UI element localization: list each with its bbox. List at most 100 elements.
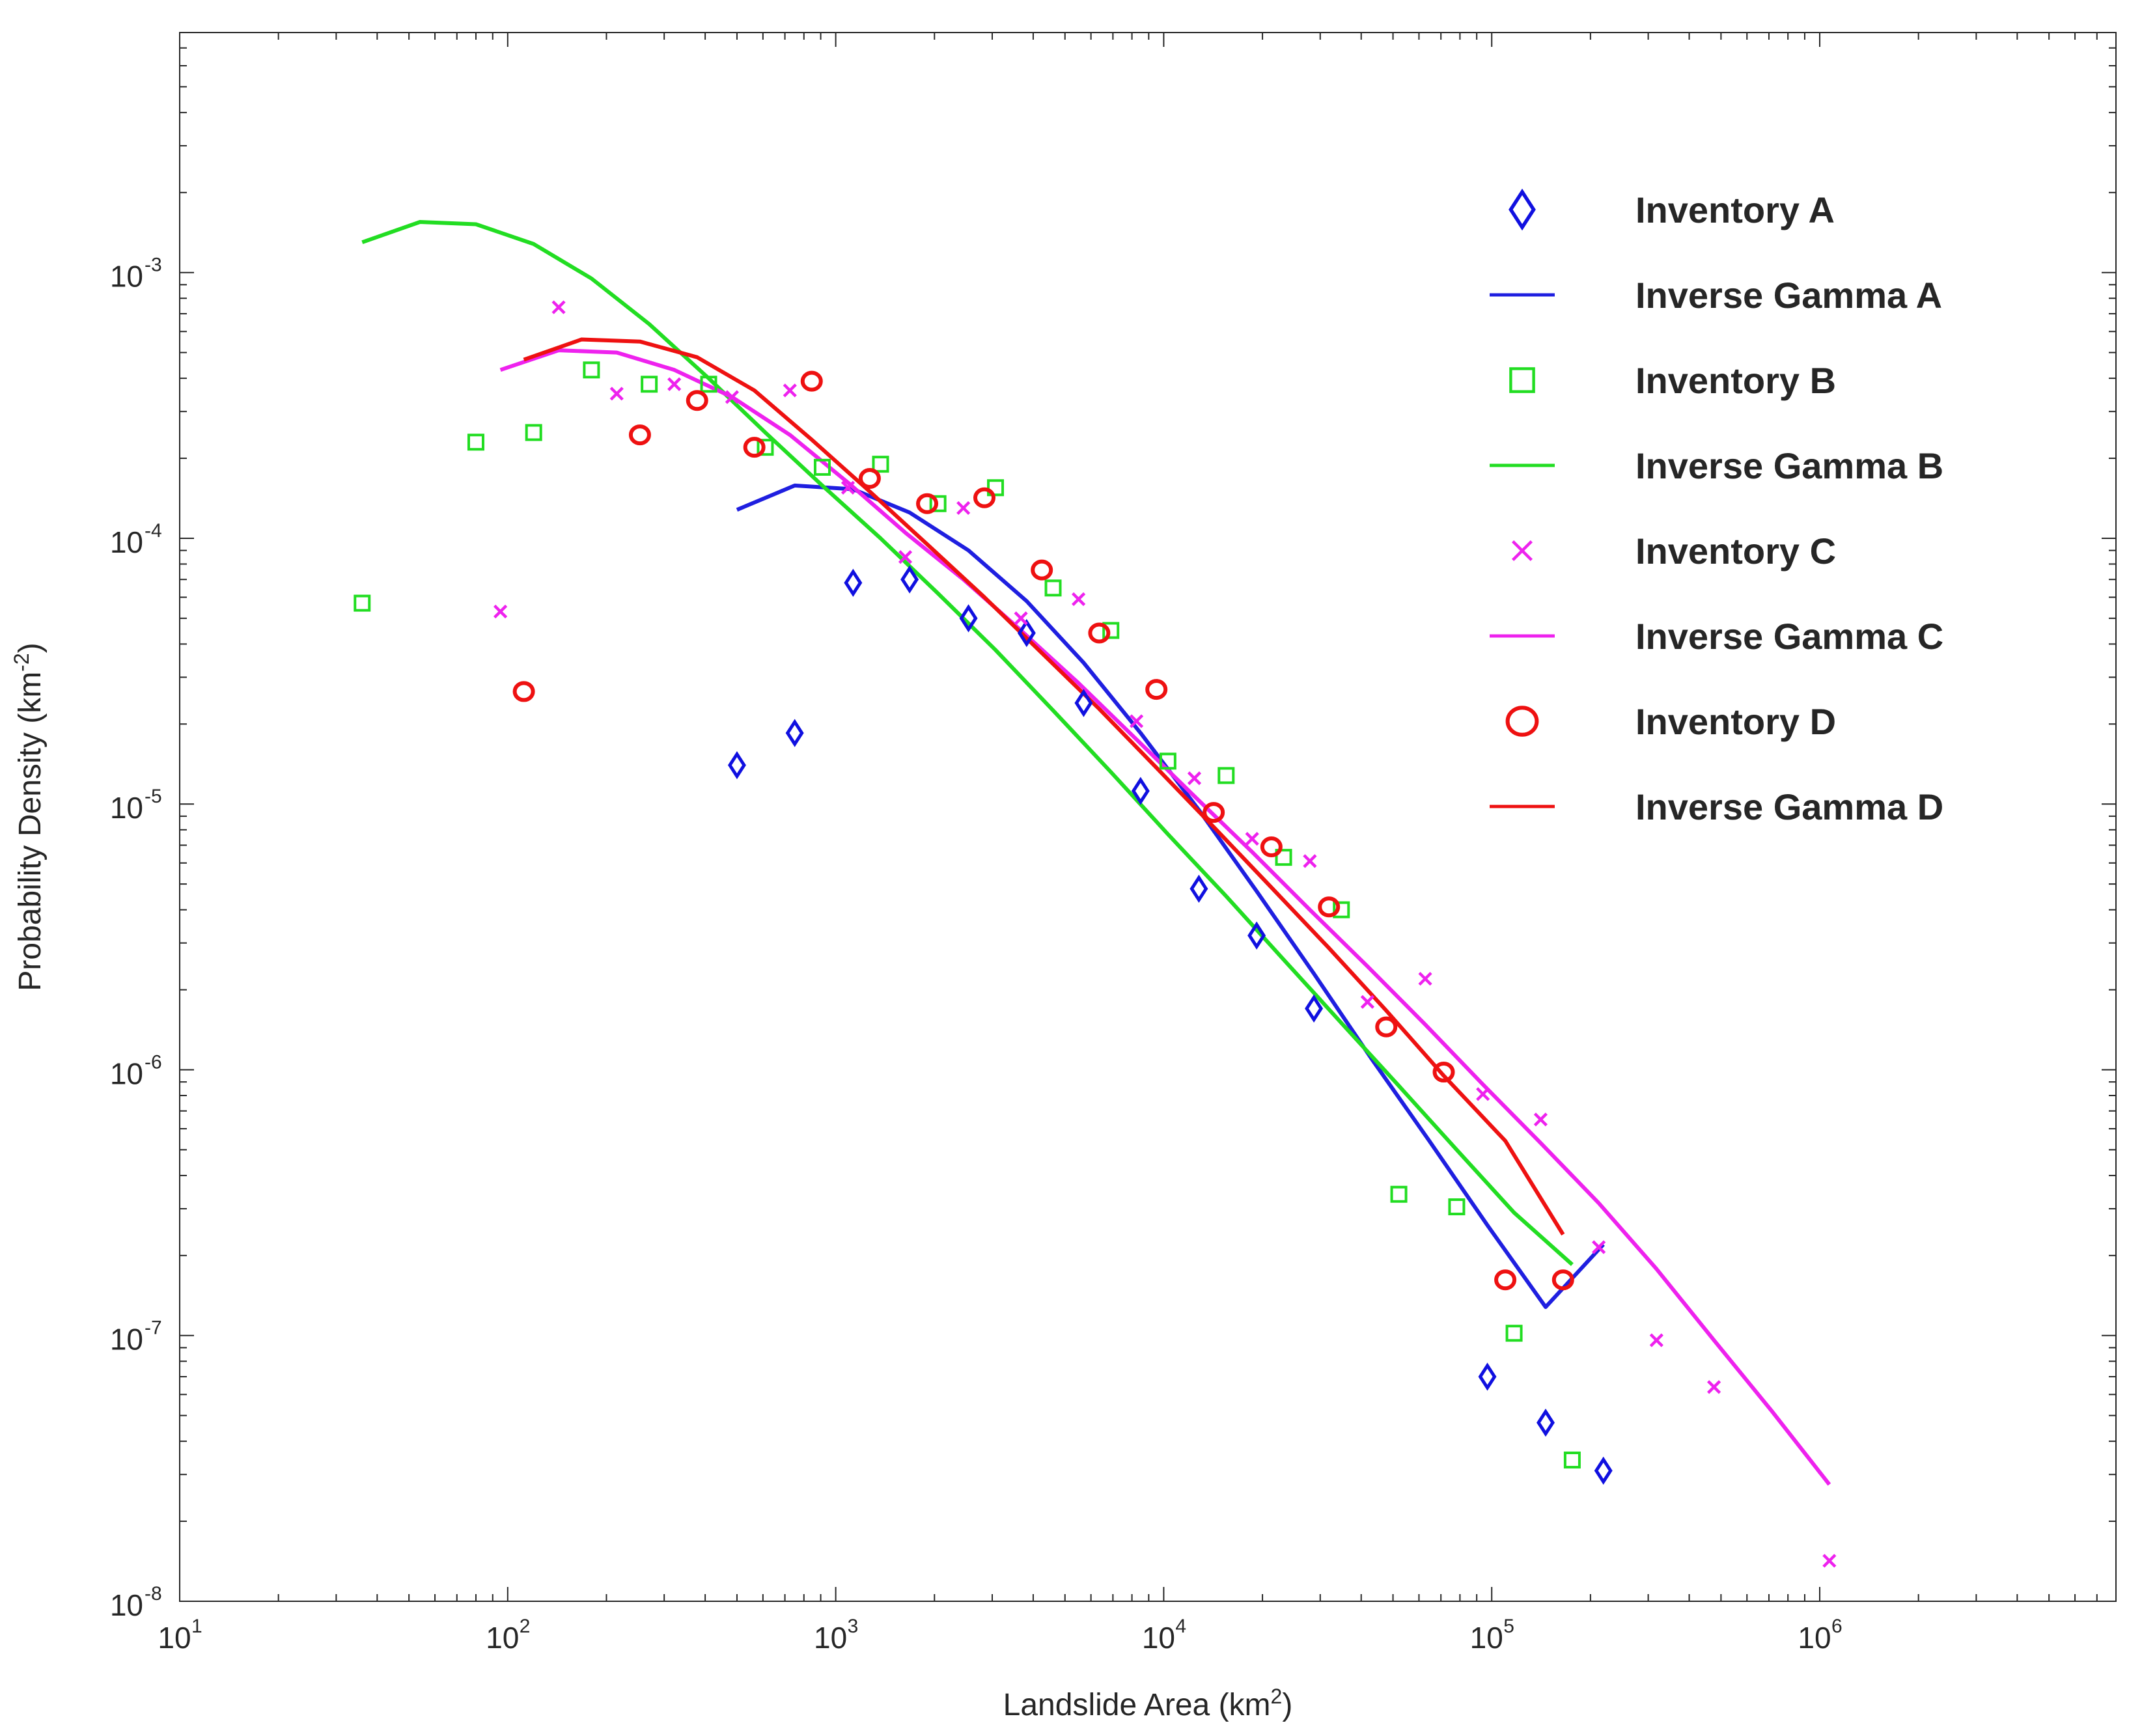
point-inventory-c bbox=[609, 387, 624, 401]
y-axis-title: Probability Density (km-2) bbox=[10, 642, 48, 991]
point-inventory-b bbox=[700, 376, 717, 393]
point-inventory-d bbox=[858, 467, 881, 489]
x-tick-exponent: 6 bbox=[1831, 1616, 1843, 1637]
x-marker-stroke bbox=[1649, 1333, 1663, 1347]
legend-entry-inverse-gamma-a: Inverse Gamma A bbox=[1490, 275, 1942, 316]
point-inventory-d bbox=[1432, 1062, 1455, 1083]
legend-swatch-marker bbox=[1505, 706, 1539, 737]
x-marker-stroke bbox=[1822, 1554, 1837, 1568]
x-marker-stroke bbox=[1707, 1380, 1721, 1394]
x-marker-stroke bbox=[725, 390, 739, 404]
x-marker-stroke bbox=[898, 550, 913, 564]
point-inventory-b bbox=[1333, 901, 1350, 918]
point-inventory-a bbox=[785, 719, 804, 747]
y-tick-label: 10 -7 bbox=[110, 1317, 162, 1357]
x-marker-stroke bbox=[1512, 540, 1533, 561]
point-inventory-d bbox=[628, 424, 651, 446]
y-tick-exponent: -3 bbox=[145, 255, 162, 276]
point-inventory-d bbox=[973, 487, 995, 508]
point-inventory-c bbox=[1418, 972, 1432, 986]
point-inventory-b bbox=[813, 458, 831, 476]
point-inventory-c bbox=[1072, 592, 1086, 607]
point-inventory-d bbox=[1203, 802, 1225, 823]
y-tick-label: 10 -4 bbox=[110, 520, 162, 559]
x-marker-stroke bbox=[1187, 771, 1202, 786]
point-inventory-b bbox=[1505, 1325, 1523, 1342]
point-inventory-c bbox=[1476, 1087, 1490, 1101]
x-tick-label: 10 3 bbox=[814, 1616, 858, 1655]
point-inventory-c bbox=[1592, 1240, 1606, 1254]
point-inventory-c bbox=[1649, 1333, 1663, 1347]
x-marker-stroke bbox=[1072, 592, 1086, 607]
legend-entry-inverse-gamma-d: Inverse Gamma D bbox=[1490, 786, 1943, 827]
point-inventory-b bbox=[872, 456, 889, 473]
point-inventory-c bbox=[1245, 832, 1259, 846]
legend-entry-inverse-gamma-c: Inverse Gamma C bbox=[1490, 616, 1943, 657]
x-marker-stroke bbox=[1533, 1112, 1548, 1127]
x-marker-stroke bbox=[1303, 854, 1317, 868]
point-inventory-a bbox=[1247, 921, 1266, 950]
series-inventory-b bbox=[354, 361, 1581, 1469]
legend-swatch-marker bbox=[1509, 188, 1536, 231]
point-inventory-b bbox=[1448, 1198, 1466, 1216]
x-tick-label: 10 5 bbox=[1470, 1616, 1514, 1655]
point-inventory-c bbox=[725, 390, 739, 404]
x-marker-stroke bbox=[551, 300, 566, 314]
point-inventory-d bbox=[512, 681, 535, 702]
point-inventory-d bbox=[743, 437, 766, 458]
x-marker-stroke bbox=[783, 383, 797, 398]
point-inventory-b bbox=[1044, 579, 1062, 597]
legend-entry-inventory-b: Inventory B bbox=[1509, 360, 1836, 401]
point-inventory-b bbox=[987, 479, 1005, 497]
point-inventory-b bbox=[1217, 767, 1235, 784]
point-inventory-c bbox=[1822, 1554, 1837, 1568]
legend-entry-inventory-c: Inventory C bbox=[1512, 530, 1836, 572]
x-marker-stroke bbox=[1360, 995, 1374, 1009]
point-inventory-a bbox=[1189, 874, 1208, 903]
y-tick-label: 10 -8 bbox=[110, 1583, 162, 1622]
point-inventory-a bbox=[959, 604, 978, 633]
point-inventory-d bbox=[1088, 622, 1111, 644]
x-marker-stroke bbox=[493, 604, 508, 619]
point-inventory-a bbox=[1305, 994, 1324, 1023]
point-inventory-d bbox=[1145, 679, 1168, 700]
y-tick-exponent: -6 bbox=[145, 1051, 162, 1073]
point-inventory-d bbox=[1260, 836, 1283, 858]
x-tick-base: 10 bbox=[1798, 1621, 1831, 1655]
legend-swatch-marker bbox=[1512, 540, 1533, 561]
x-marker-stroke bbox=[609, 387, 624, 401]
x-tick-exponent: 3 bbox=[848, 1616, 859, 1637]
point-inventory-c bbox=[898, 550, 913, 564]
x-marker-stroke bbox=[1014, 611, 1028, 626]
x-marker-stroke bbox=[1592, 1240, 1606, 1254]
x-tick-base: 10 bbox=[1470, 1621, 1503, 1655]
point-inventory-a bbox=[900, 565, 919, 594]
legend-label: Inverse Gamma C bbox=[1635, 616, 1943, 657]
point-inventory-b bbox=[757, 439, 774, 456]
y-tick-base: 10 bbox=[110, 1323, 143, 1357]
x-tick-label: 10 2 bbox=[486, 1616, 530, 1655]
point-inventory-c bbox=[1360, 995, 1374, 1009]
point-inventory-b bbox=[525, 424, 542, 441]
point-inventory-d bbox=[1551, 1269, 1574, 1291]
y-tick-exponent: -8 bbox=[145, 1583, 162, 1605]
point-inventory-b bbox=[354, 594, 371, 612]
point-inventory-a bbox=[1478, 1362, 1497, 1391]
point-inventory-d bbox=[1031, 559, 1053, 581]
point-inventory-a bbox=[1017, 618, 1036, 648]
legend-entry-inverse-gamma-b: Inverse Gamma B bbox=[1490, 445, 1943, 486]
point-inventory-c bbox=[1303, 854, 1317, 868]
series-line-inverse-gamma-b bbox=[361, 220, 1574, 1266]
point-inventory-a bbox=[844, 568, 863, 597]
axes: 10 1 10 2 10 3 10 4 10 5 10 610 -810 -710 -610 -510 -410… bbox=[110, 32, 2117, 1655]
series-line-inverse-gamma-d bbox=[523, 337, 1565, 1236]
legend-swatch-marker bbox=[1509, 367, 1535, 393]
point-inventory-c bbox=[1707, 1380, 1721, 1394]
x-tick-label: 10 1 bbox=[158, 1616, 202, 1655]
legend-label: Inverse Gamma D bbox=[1635, 786, 1943, 827]
point-inventory-c bbox=[1129, 714, 1144, 728]
point-inventory-b bbox=[1563, 1452, 1581, 1469]
y-tick-exponent: -7 bbox=[145, 1317, 162, 1339]
x-marker-stroke bbox=[956, 501, 971, 516]
